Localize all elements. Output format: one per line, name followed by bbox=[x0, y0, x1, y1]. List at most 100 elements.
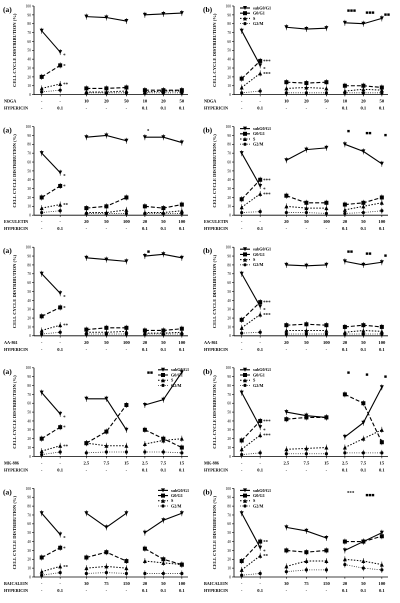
series-line bbox=[241, 314, 261, 329]
y-tick-label: 60 bbox=[27, 522, 31, 526]
data-point bbox=[361, 262, 366, 267]
y-tick-label: 50 bbox=[27, 49, 31, 53]
data-point bbox=[361, 401, 366, 406]
hypericin-tick-label: - bbox=[326, 588, 328, 593]
data-point bbox=[361, 328, 366, 333]
x-tick-label: 30 bbox=[84, 581, 89, 586]
hypericin-tick-label: - bbox=[106, 588, 108, 593]
hypericin-tick-label: - bbox=[326, 347, 328, 352]
series-G2/M bbox=[40, 329, 184, 338]
data-point bbox=[258, 89, 262, 93]
hypericin-tick-label: 0.1 bbox=[142, 467, 148, 472]
data-point bbox=[179, 511, 184, 516]
series-line bbox=[241, 434, 261, 450]
data-point bbox=[161, 571, 165, 576]
legend-marker bbox=[243, 263, 247, 267]
data-point bbox=[239, 567, 244, 572]
data-point bbox=[284, 452, 288, 456]
series-line bbox=[41, 547, 61, 558]
y-tick-label: 70 bbox=[227, 513, 231, 517]
series-line bbox=[241, 512, 261, 549]
data-point bbox=[324, 568, 328, 572]
hypericin-label: HYPERICIN bbox=[204, 588, 228, 593]
data-point bbox=[284, 193, 289, 198]
data-point bbox=[104, 443, 109, 448]
data-point bbox=[361, 436, 366, 441]
data-point bbox=[179, 11, 184, 16]
x-tick-label: 20 bbox=[143, 581, 148, 586]
series-subG0/G1 bbox=[39, 10, 184, 56]
data-point bbox=[361, 420, 366, 425]
data-point bbox=[84, 211, 88, 216]
y-tick-label: 10 bbox=[227, 567, 231, 571]
significance-mark: * bbox=[63, 185, 66, 190]
data-point bbox=[58, 81, 63, 86]
series-subG0/G1 bbox=[39, 369, 184, 433]
y-tick-label: 70 bbox=[27, 513, 31, 517]
significance-mark: *** bbox=[347, 491, 355, 496]
data-point bbox=[104, 15, 109, 20]
data-point bbox=[361, 332, 365, 336]
data-point bbox=[161, 252, 166, 257]
data-point bbox=[161, 135, 166, 140]
data-point bbox=[124, 566, 129, 571]
x-tick-label: - bbox=[41, 340, 43, 345]
y-tick-label: 50 bbox=[227, 531, 231, 535]
hypericin-tick-label: - bbox=[41, 347, 43, 352]
y-axis-label: CELL CYCLE DISTRIBUTION (%) bbox=[12, 496, 17, 570]
x-tick-label: 50 bbox=[380, 99, 385, 104]
series-G0/G1 bbox=[39, 544, 184, 568]
panel-7: (a)CELL CYCLE DISTRIBUTION (%) 0 10 20 30 40 5… bbox=[3, 366, 189, 472]
x-tick-label: 10 bbox=[284, 99, 289, 104]
significance-mark: * bbox=[263, 188, 266, 193]
legend-label: G2/M bbox=[253, 262, 264, 267]
x-tick-label: 150 bbox=[123, 581, 131, 586]
data-point bbox=[104, 564, 109, 569]
data-point bbox=[39, 74, 44, 79]
data-point bbox=[39, 555, 44, 560]
data-point bbox=[342, 539, 347, 544]
data-point bbox=[324, 206, 329, 211]
data-point bbox=[84, 555, 89, 560]
data-point bbox=[361, 323, 366, 328]
panel-label: (b) bbox=[203, 367, 213, 376]
data-point bbox=[342, 548, 347, 553]
panel-10: (b)CELL CYCLE DISTRIBUTION (%) 0 10 20 30 40 5… bbox=[203, 487, 388, 593]
legend-label: G0/G1 bbox=[253, 372, 265, 377]
x-tick-label: - bbox=[259, 219, 261, 224]
hypericin-label: HYPERICIN bbox=[4, 467, 28, 472]
x-tick-label: 50 bbox=[361, 340, 366, 345]
x-tick-label: 2.5 bbox=[342, 460, 348, 465]
hypericin-tick-label: 0.1 bbox=[179, 106, 185, 111]
legend-label: G2/M bbox=[171, 503, 182, 508]
x-tick-label: 100 bbox=[178, 581, 186, 586]
series-line bbox=[41, 89, 61, 93]
significance-mark: ■ bbox=[384, 375, 387, 380]
data-point bbox=[361, 91, 365, 95]
legend-label: S bbox=[253, 257, 256, 262]
hypericin-tick-label: - bbox=[41, 226, 43, 231]
y-tick-label: 90 bbox=[227, 13, 231, 17]
y-tick-label: 60 bbox=[27, 402, 31, 406]
series-G0/G1 bbox=[239, 533, 384, 565]
x-tick-label: 7.5 bbox=[160, 460, 166, 465]
y-tick-label: 80 bbox=[27, 384, 31, 388]
x-tick-label: - bbox=[259, 460, 261, 465]
y-tick-label: 70 bbox=[27, 31, 31, 35]
significance-mark: ■■ bbox=[347, 250, 353, 255]
data-point bbox=[239, 447, 244, 452]
data-point bbox=[124, 211, 128, 216]
y-tick-label: 90 bbox=[227, 375, 231, 379]
hypericin-label: HYPERICIN bbox=[4, 106, 28, 111]
legend-label: G0/G1 bbox=[253, 11, 265, 16]
y-tick-label: 30 bbox=[27, 549, 31, 553]
series-line bbox=[41, 392, 61, 415]
legend-label: subG0/G1 bbox=[171, 488, 189, 493]
data-point bbox=[58, 202, 63, 207]
y-tick-label: 90 bbox=[27, 375, 31, 379]
data-point bbox=[258, 451, 262, 455]
legend-marker bbox=[243, 252, 247, 257]
hypericin-tick-label: 0.1 bbox=[160, 106, 166, 111]
y-tick-label: 40 bbox=[27, 299, 31, 303]
y-tick-label: 10 bbox=[227, 84, 231, 88]
